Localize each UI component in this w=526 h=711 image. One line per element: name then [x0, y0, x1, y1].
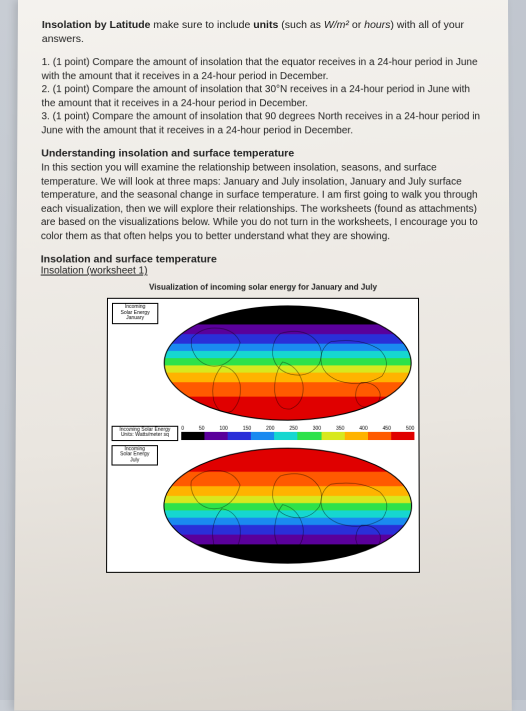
subsection-heading: Insolation and surface temperature — [41, 254, 486, 266]
document-page: Insolation by Latitude make sure to incl… — [14, 0, 512, 711]
visualization-title: Visualization of incoming solar energy f… — [41, 283, 486, 292]
section-body: In this section you will examine the rel… — [41, 162, 485, 244]
january-map — [161, 303, 414, 423]
question-3: 3. (1 point) Compare the amount of insol… — [41, 111, 484, 138]
legend-label: Incoming Solar Energy Units: Watts/meter… — [112, 426, 179, 441]
page-title: Insolation by Latitude make sure to incl… — [42, 18, 484, 46]
january-map-svg — [161, 303, 414, 423]
january-row: Incoming Solar Energy January — [112, 303, 415, 423]
july-map-svg — [161, 445, 415, 566]
legend-row: Incoming Solar Energy Units: Watts/meter… — [112, 426, 415, 441]
july-row: Incoming Solar Energy July — [111, 445, 415, 566]
figure-container: Incoming Solar Energy January — [106, 298, 420, 573]
question-2: 2. (1 point) Compare the amount of insol… — [41, 83, 484, 110]
january-label: Incoming Solar Energy January — [112, 303, 158, 324]
worksheet-link: Insolation (worksheet 1) — [41, 266, 486, 277]
section-heading: Understanding insolation and surface tem… — [41, 148, 485, 160]
question-1: 1. (1 point) Compare the amount of insol… — [42, 56, 485, 83]
july-map — [161, 445, 415, 566]
july-label: Incoming Solar Energy July — [111, 445, 158, 466]
legend-colorbar — [181, 432, 414, 440]
question-list: 1. (1 point) Compare the amount of insol… — [41, 56, 484, 137]
